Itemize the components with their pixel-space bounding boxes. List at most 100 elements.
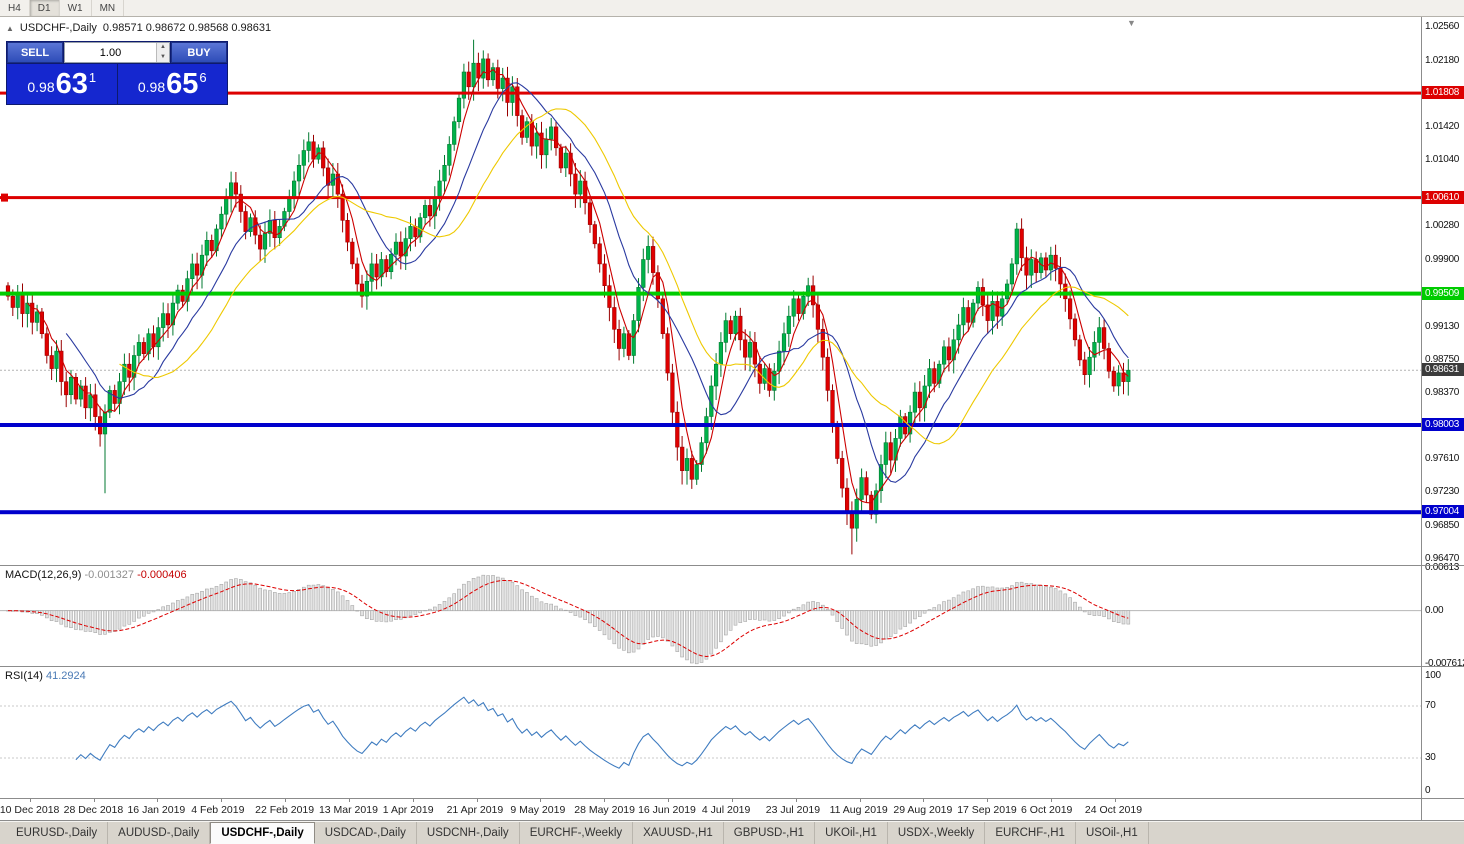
tab-eurusd-daily[interactable]: EURUSD-,Daily: [6, 822, 109, 844]
axis-label: 0.96470: [1425, 552, 1460, 564]
date-axis-tick: [221, 799, 222, 802]
date-axis-tick: [157, 799, 158, 802]
date-axis-label: 21 Apr 2019: [446, 804, 504, 816]
sell-button[interactable]: SELL: [7, 42, 63, 63]
buy-button[interactable]: BUY: [171, 42, 227, 63]
timeframe-w1[interactable]: W1: [60, 0, 92, 16]
axis-label: 0.00613: [1425, 561, 1460, 573]
rsi-chart-canvas[interactable]: [0, 667, 1421, 797]
macd-indicator-panel[interactable]: MACD(12,26,9) -0.001327 -0.000406: [0, 566, 1421, 665]
horizontal-line-object: [0, 196, 1421, 200]
date-axis-tick: [94, 799, 95, 802]
rsi-indicator-panel[interactable]: RSI(14) 41.2924: [0, 667, 1421, 797]
axis-label: 0.97230: [1425, 486, 1460, 498]
date-axis[interactable]: 10 Dec 2018 28 Dec 2018 16 Jan 2019 4 Feb 2…: [0, 799, 1421, 820]
sell-price-pip-digit: 1: [88, 69, 97, 85]
date-axis-label: 28 May 2019: [574, 804, 635, 816]
date-axis-tick: [349, 799, 350, 802]
tab-usdcnh-daily[interactable]: USDCNH-,Daily: [417, 822, 520, 844]
buy-price-pip-digit: 6: [199, 69, 207, 85]
one-click-trade-panel: SELL ▲ ▼ BUY 0.98 63 1 0.98 65 6: [6, 41, 228, 105]
rsi-label: RSI(14) 41.2924: [5, 670, 86, 682]
tab-ukoil-h1[interactable]: UKOil-,H1: [815, 822, 888, 844]
sell-price-big-digits: 63: [55, 67, 88, 100]
chart-tab-bar: EURUSD-,Daily AUDUSD-,Daily USDCHF-,Daily U…: [0, 821, 1464, 844]
axis-label: 1.01040: [1425, 154, 1460, 166]
tab-xauusd-h1[interactable]: XAUUSD-,H1: [633, 822, 724, 844]
date-axis-label: 28 Dec 2018: [63, 804, 124, 816]
price-chart-canvas[interactable]: [0, 17, 1421, 565]
macd-histogram: [6, 574, 1131, 665]
tab-eurchf-weekly[interactable]: EURCHF-,Weekly: [520, 822, 634, 844]
volume-increase-button[interactable]: ▲: [157, 43, 169, 53]
timeframe-d1[interactable]: D1: [29, 0, 60, 16]
date-axis-label: 1 Apr 2019: [382, 804, 434, 816]
moving-average-24: [119, 108, 1129, 445]
axis-label: 1.01420: [1425, 120, 1460, 132]
axis-label: 1.02180: [1425, 54, 1460, 66]
tab-audusd-daily[interactable]: AUDUSD-,Daily: [108, 822, 211, 844]
date-axis-label: 24 Oct 2019: [1084, 804, 1143, 816]
panel-divider[interactable]: [0, 798, 1464, 799]
volume-spinner: ▲ ▼: [156, 43, 169, 62]
date-axis-tick: [1051, 799, 1052, 802]
axis-label: 70: [1425, 700, 1436, 711]
date-axis-label: 4 Feb 2019: [191, 804, 245, 816]
volume-decrease-button[interactable]: ▼: [157, 52, 169, 62]
panel-divider[interactable]: [0, 666, 1464, 667]
date-axis-tick: [987, 799, 988, 802]
moving-average-13: [65, 82, 1129, 483]
date-axis-tick: [923, 799, 924, 802]
chart-shift-marker-icon[interactable]: ▼: [1127, 18, 1136, 28]
price-badge: 0.98631: [1422, 363, 1464, 377]
buy-price-display[interactable]: 0.98 65 6: [117, 64, 227, 104]
chart-symbol-label: USDCHF-,Daily: [19, 22, 97, 34]
volume-input[interactable]: [65, 43, 156, 62]
tab-usdx-weekly[interactable]: USDX-,Weekly: [888, 822, 986, 844]
axis-label: 0.98370: [1425, 387, 1460, 398]
main-chart-panel[interactable]: ▲ USDCHF-,Daily 0.98571 0.98672 0.98568 …: [0, 17, 1421, 565]
date-axis-tick: [732, 799, 733, 802]
date-axis-tick: [30, 799, 31, 802]
horizontal-line-object: [0, 291, 1421, 296]
macd-signal-line: [7, 580, 1129, 658]
rsi-name: RSI(14): [5, 670, 43, 682]
date-axis-tick: [668, 799, 669, 802]
axis-label: 0.00: [1425, 604, 1444, 616]
horizontal-line-object: [0, 510, 1421, 515]
axis-label: 30: [1425, 752, 1436, 763]
date-axis-tick: [540, 799, 541, 802]
date-axis-tick: [413, 799, 414, 802]
date-axis-label: 10 Dec 2018: [0, 804, 60, 816]
macd-main-value: -0.001327: [84, 569, 135, 581]
macd-chart-canvas[interactable]: [0, 566, 1421, 665]
axis-label: 0.98750: [1425, 353, 1460, 365]
sell-price-prefix: 0.98: [27, 79, 55, 95]
timeframe-mn[interactable]: MN: [92, 0, 125, 16]
date-axis-label: 29 Aug 2019: [893, 804, 953, 816]
axis-label: 0.99130: [1425, 320, 1460, 332]
date-axis-label: 22 Feb 2019: [255, 804, 315, 816]
price-badge: 0.98003: [1422, 418, 1464, 432]
panel-divider[interactable]: [0, 565, 1464, 566]
axis-label: 0: [1425, 785, 1431, 796]
price-badge: 0.99509: [1422, 286, 1464, 300]
tab-eurchf-h1[interactable]: EURCHF-,H1: [985, 822, 1076, 844]
moving-average-5: [26, 68, 1129, 504]
tab-gbpusd-h1[interactable]: GBPUSD-,H1: [724, 822, 816, 844]
timeframe-buttons-group: H4 D1 W1 MN: [0, 0, 125, 16]
panel-divider: [0, 820, 1464, 821]
timeframe-h4[interactable]: H4: [0, 0, 30, 16]
collapse-panel-icon[interactable]: ▲: [6, 23, 14, 33]
tab-usdcad-daily[interactable]: USDCAD-,Daily: [315, 822, 417, 844]
sell-price-display[interactable]: 0.98 63 1: [7, 64, 117, 104]
date-axis-label: 16 Jun 2019: [638, 804, 696, 816]
price-badge: 1.01808: [1422, 86, 1464, 100]
date-axis-label: 6 Oct 2019: [1021, 804, 1073, 816]
line-anchor-handle: [1, 193, 8, 202]
tab-usoil-h1[interactable]: USOil-,H1: [1076, 822, 1149, 844]
tab-usdchf-daily[interactable]: USDCHF-,Daily: [210, 822, 315, 844]
date-axis-label: 4 Jul 2019: [701, 804, 751, 816]
rsi-value: 41.2924: [45, 670, 86, 682]
price-axis[interactable]: 1.02560 1.02180 1.01420 1.01040 1.00280 0.999…: [1421, 17, 1464, 820]
